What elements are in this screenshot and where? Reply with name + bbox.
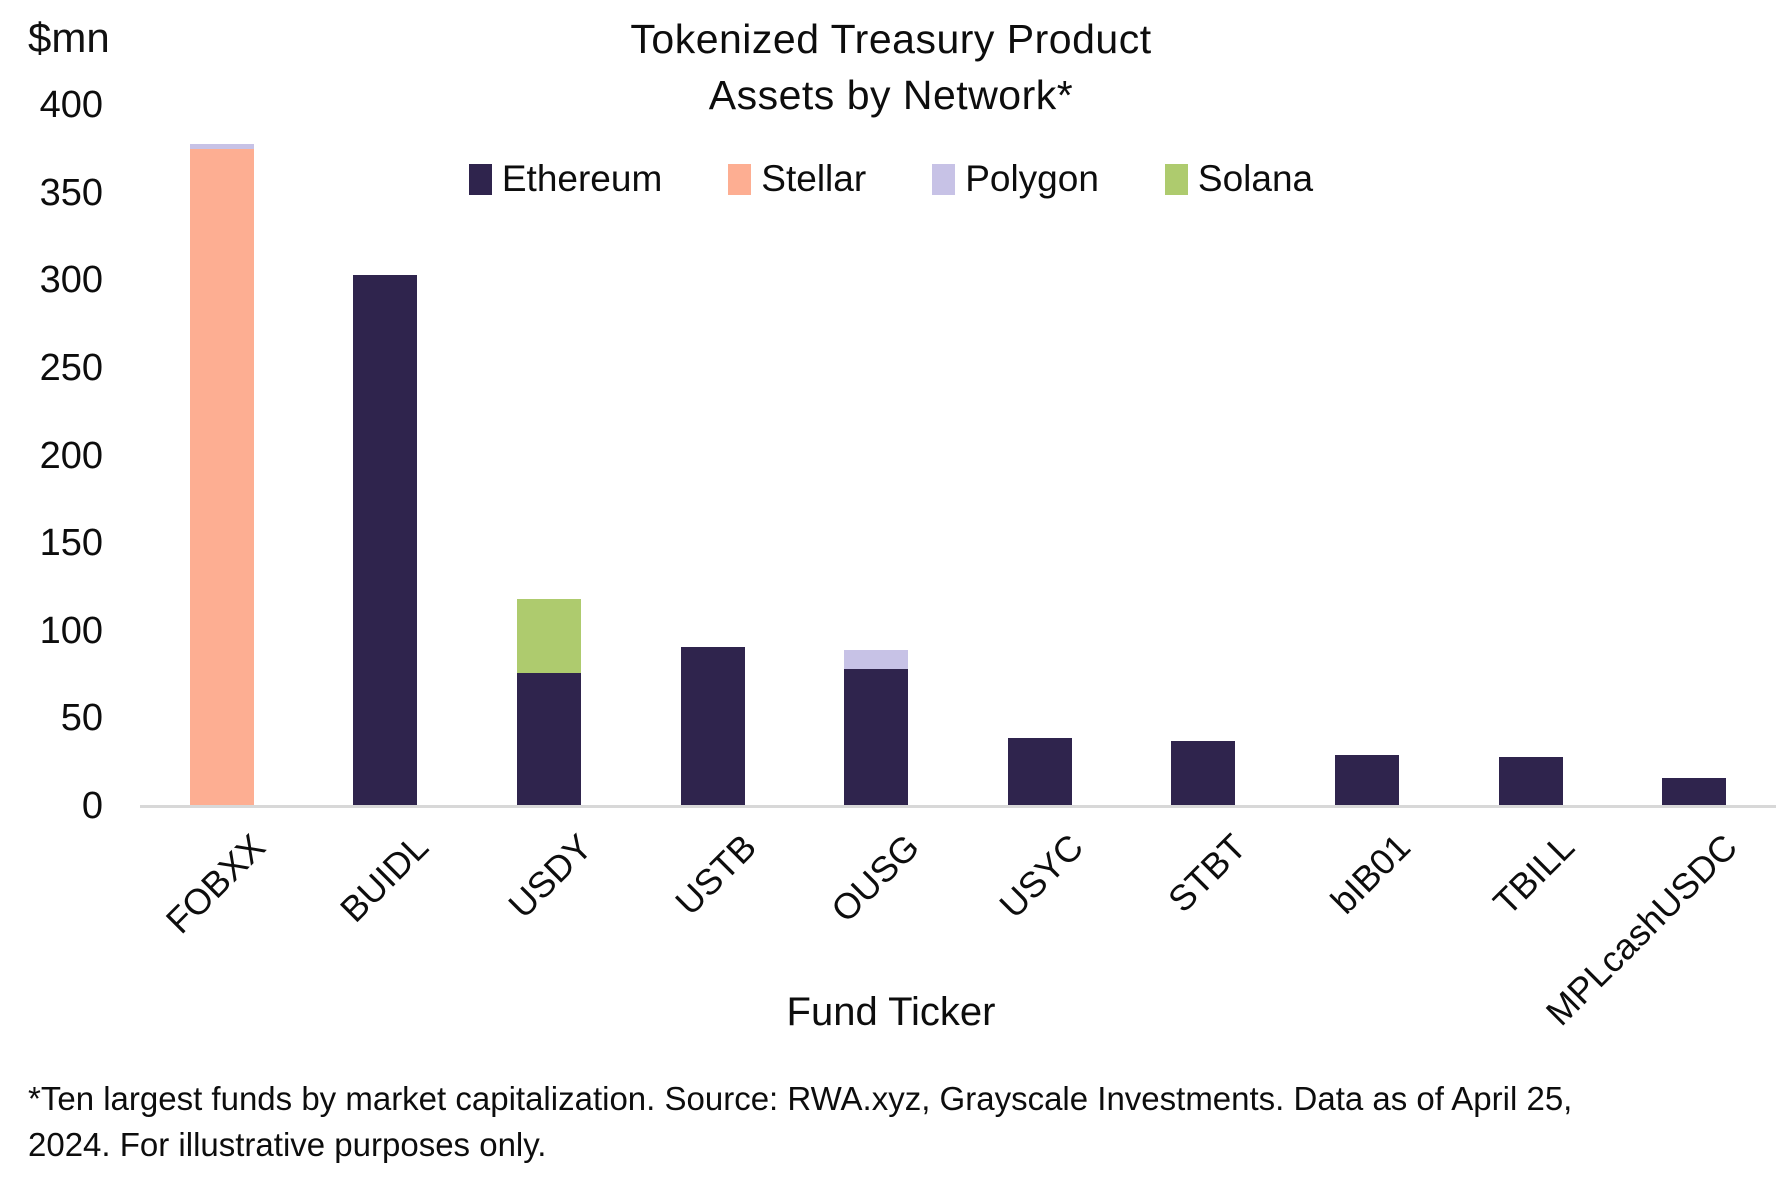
y-tick-label: 300	[39, 259, 103, 302]
legend-label-ethereum: Ethereum	[501, 158, 663, 199]
x-tick-label-OUSG: OUSG	[823, 826, 928, 930]
x-tick-label-BUIDL: BUIDL	[332, 826, 437, 930]
legend-item-ethereum: Ethereum	[468, 158, 663, 200]
x-tick-label-USTB: USTB	[666, 826, 764, 923]
x-tick-label-TBILL: TBILL	[1484, 826, 1582, 923]
x-tick-label-STBT: STBT	[1160, 826, 1255, 921]
legend-swatch-stellar-icon	[728, 163, 752, 195]
legend-item-solana: Solana	[1164, 158, 1314, 200]
chart-legend: Ethereum Stellar Polygon Solana	[0, 158, 1782, 200]
legend-label-stellar: Stellar	[761, 158, 867, 199]
bar-segment-ethereum-STBT	[1171, 741, 1236, 806]
chart-title-line2: Assets by Network*	[708, 71, 1074, 118]
y-tick-label: 0	[81, 785, 103, 827]
bar-segment-ethereum-OUSG	[844, 669, 909, 806]
footnote: *Ten largest funds by market capitalizat…	[28, 1080, 1573, 1164]
bar-segment-ethereum-BUIDL	[353, 274, 418, 806]
legend-item-polygon: Polygon	[932, 158, 1099, 200]
x-tick-label-bIB01: bIB01	[1322, 826, 1418, 922]
y-tick-label: 400	[39, 84, 103, 126]
chart-title: Tokenized Treasury Product Assets by Net…	[0, 12, 1782, 124]
x-tick-label-USYC: USYC	[991, 826, 1091, 926]
x-tick-label-USDY: USDY	[500, 826, 600, 926]
y-tick-label: 150	[39, 522, 103, 565]
legend-swatch-solana-icon	[1164, 163, 1188, 195]
legend-label-solana: Solana	[1197, 158, 1314, 199]
y-tick-label: 100	[39, 609, 103, 652]
chart-title-line1: Tokenized Treasury Product	[630, 16, 1152, 62]
y-tick-label: 50	[60, 697, 103, 740]
bar-segment-stellar-FOBXX	[189, 148, 254, 806]
x-axis-title: Fund Ticker	[786, 990, 996, 1034]
bar-segment-ethereum-USTB	[680, 646, 745, 806]
bar-segment-polygon-OUSG	[844, 650, 909, 670]
bar-segment-ethereum-bIB01	[1335, 755, 1399, 806]
y-tick-label: 250	[39, 346, 103, 389]
bar-segment-ethereum-USYC	[1007, 737, 1072, 806]
legend-swatch-ethereum-icon	[468, 163, 492, 195]
bar-segment-ethereum-USDY	[517, 672, 581, 806]
y-tick-label: 200	[39, 434, 103, 477]
y-axis-unit-label: $mn	[28, 14, 110, 61]
bar-segment-polygon-FOBXX	[189, 143, 254, 149]
y-tick-label: 350	[39, 171, 103, 214]
legend-swatch-polygon-icon	[932, 163, 956, 195]
x-axis-line	[140, 805, 1776, 808]
legend-item-stellar: Stellar	[728, 158, 866, 200]
bar-segment-ethereum-TBILL	[1498, 756, 1563, 806]
bar-segment-solana-USDY	[517, 599, 581, 673]
bar-segment-ethereum-MPLcashUSDC	[1662, 777, 1727, 806]
legend-label-polygon: Polygon	[965, 158, 1099, 199]
x-tick-label-FOBXX: FOBXX	[157, 826, 273, 942]
